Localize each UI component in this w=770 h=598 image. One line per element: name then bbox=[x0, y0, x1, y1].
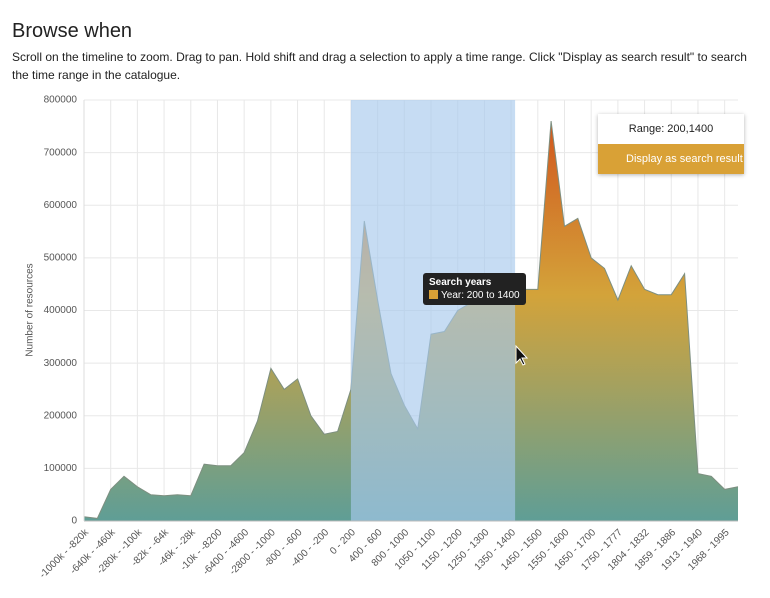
tooltip: Search years Year: 200 to 1400 bbox=[423, 273, 526, 305]
y-tick-label: 700000 bbox=[44, 147, 78, 158]
y-tick-label: 300000 bbox=[44, 358, 78, 369]
selection-band bbox=[350, 100, 516, 521]
y-tick-label: 200000 bbox=[44, 410, 78, 421]
y-tick-label: 100000 bbox=[44, 463, 78, 474]
tooltip-text: Year: 200 to 1400 bbox=[441, 290, 520, 301]
description: Scroll on the timeline to zoom. Drag to … bbox=[12, 50, 747, 82]
range-text: Range: 200,1400 bbox=[628, 123, 714, 135]
y-axis-label: Number of resources bbox=[25, 263, 36, 356]
y-tick-label: 800000 bbox=[44, 95, 78, 106]
y-tick-label: 0 bbox=[71, 516, 77, 527]
page-title: Browse when bbox=[12, 20, 133, 42]
y-tick-label: 600000 bbox=[44, 200, 78, 211]
area bbox=[84, 121, 738, 521]
y-tick-label: 500000 bbox=[44, 253, 78, 264]
range-popup: Range: 200,1400 Display as search result bbox=[598, 114, 744, 174]
tooltip-row: Year: 200 to 1400 bbox=[429, 290, 520, 301]
y-tick-label: 400000 bbox=[44, 305, 78, 316]
cursor bbox=[515, 344, 529, 366]
search-button[interactable]: Display as search result bbox=[598, 144, 744, 174]
tooltip-title: Search years bbox=[429, 277, 492, 288]
tooltip-swatch bbox=[429, 290, 438, 299]
